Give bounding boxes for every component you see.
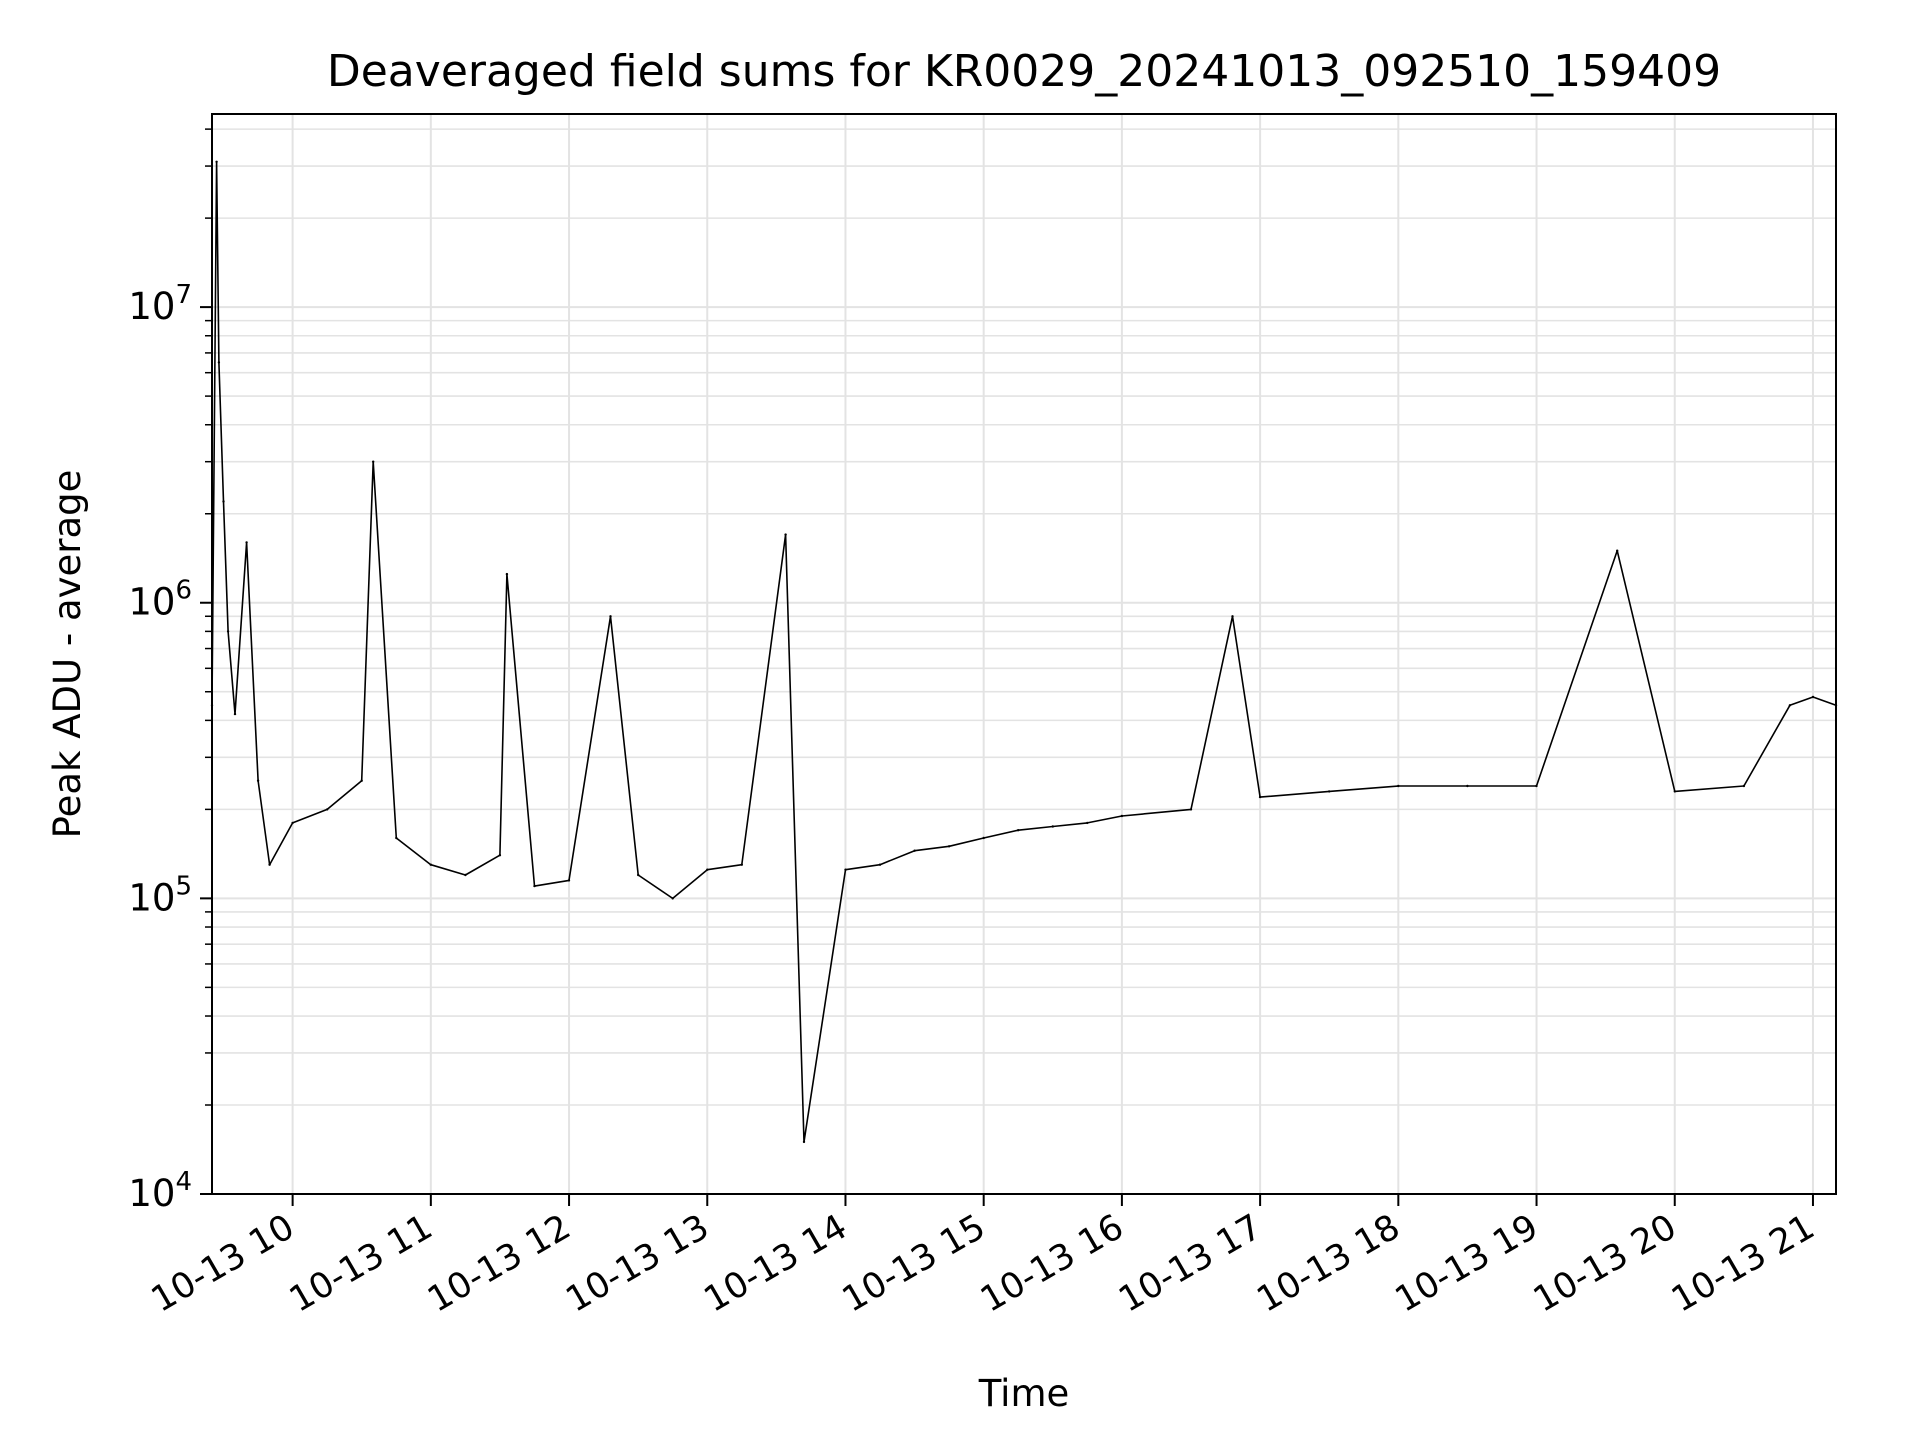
plot-area	[210, 160, 1838, 1144]
plot-frame	[211, 113, 1837, 1195]
data-point	[429, 863, 432, 866]
data-point	[245, 541, 248, 544]
data-point	[1051, 825, 1055, 828]
x-axis-label: Time	[978, 1372, 1070, 1415]
data-point	[878, 863, 882, 866]
data-point	[1086, 821, 1089, 825]
data-point	[1673, 790, 1677, 793]
chart-title: Deaveraged field sums for KR0029_2024101…	[327, 46, 1721, 97]
data-point	[1328, 790, 1331, 793]
data-point	[372, 460, 375, 463]
data-point	[1788, 704, 1792, 707]
data-point	[326, 808, 329, 811]
data-point	[215, 160, 218, 163]
data-point	[1811, 695, 1815, 699]
data-point	[1120, 814, 1124, 818]
data-point	[1017, 829, 1020, 832]
data-point	[1189, 808, 1193, 811]
data-point	[505, 572, 509, 576]
data-point	[740, 863, 743, 866]
data-point	[844, 868, 847, 871]
data-point	[1231, 615, 1234, 618]
y-tick-exponent: 7	[175, 280, 192, 310]
data-point	[1535, 784, 1538, 788]
y-tick-exponent: 6	[175, 576, 192, 606]
y-tick-label: 106	[128, 576, 192, 624]
data-point	[464, 873, 467, 877]
data-point	[291, 821, 294, 825]
data-point	[947, 845, 951, 848]
data-point	[217, 361, 221, 364]
data-point	[1466, 784, 1469, 788]
data-point	[784, 533, 787, 536]
data-point	[233, 712, 237, 716]
data-point	[913, 849, 916, 852]
y-tick-exponent: 5	[175, 871, 192, 901]
grid	[212, 114, 1836, 1195]
data-point	[533, 884, 536, 888]
data-point	[982, 836, 985, 840]
data-point	[706, 868, 709, 871]
data-point	[1742, 784, 1746, 788]
data-point	[609, 615, 612, 618]
y-axis-label: Peak ADU - average	[46, 470, 89, 839]
data-point	[1397, 784, 1400, 788]
data-point	[1258, 795, 1262, 799]
data-point	[268, 863, 271, 866]
data-point	[226, 630, 230, 633]
data-point	[360, 779, 363, 782]
data-point	[637, 873, 640, 877]
data-point	[395, 836, 398, 840]
y-tick-exponent: 4	[175, 1167, 192, 1197]
data-point	[1616, 549, 1619, 552]
data-point	[671, 897, 674, 900]
data-point	[256, 779, 260, 782]
data-point	[498, 854, 502, 857]
data-point	[222, 500, 225, 503]
data-point	[802, 1140, 806, 1144]
data-point	[567, 879, 571, 882]
